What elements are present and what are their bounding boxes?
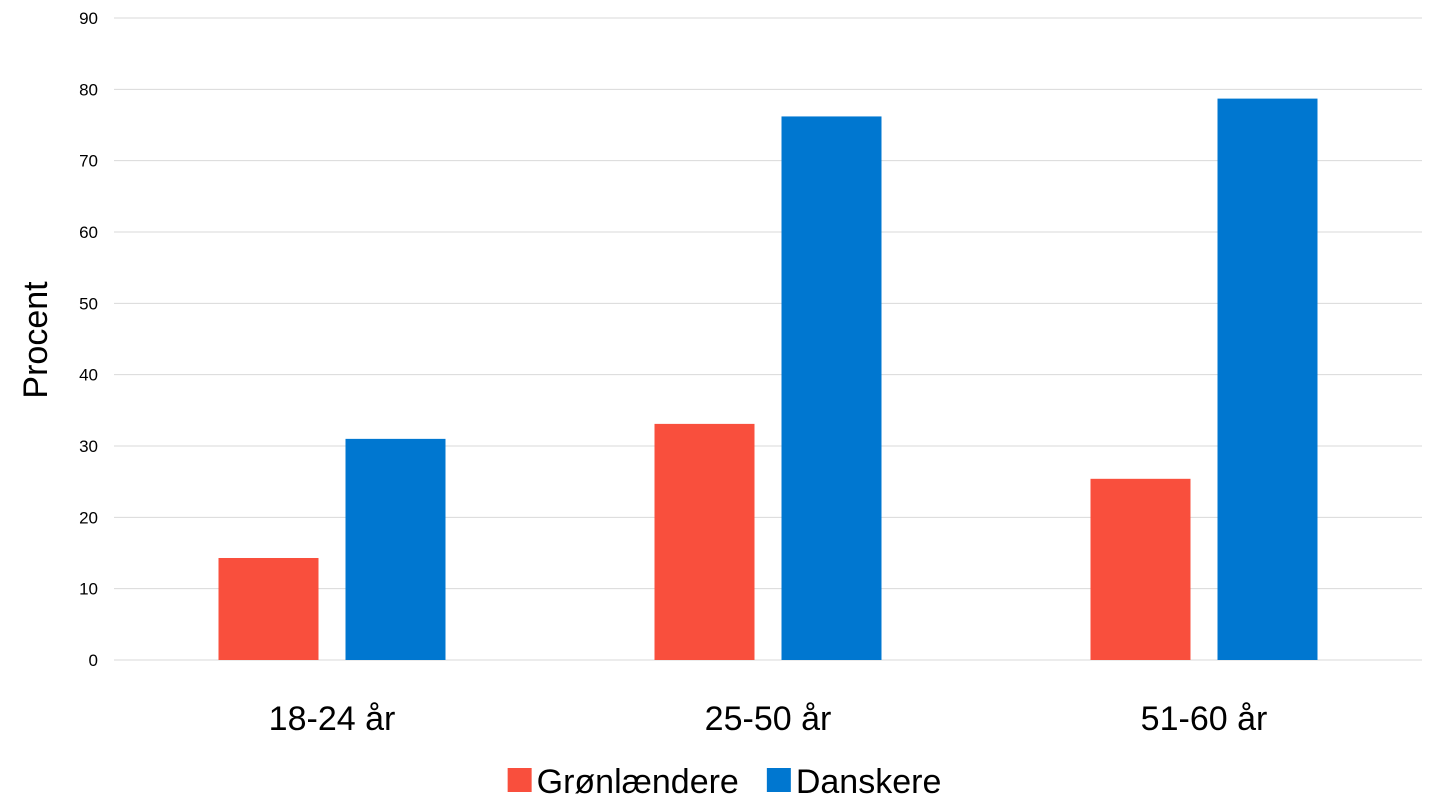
bar-danskere-2 bbox=[781, 116, 882, 660]
x-tick-label: 25-50 år bbox=[705, 700, 832, 738]
legend-label: Grønlændere bbox=[537, 763, 739, 799]
legend-label: Danskere bbox=[796, 763, 942, 799]
y-tick-label: 80 bbox=[79, 80, 98, 99]
x-axis-ticks: 18-24 år 25-50 år 51-60 år bbox=[269, 700, 1268, 738]
y-tick-label: 0 bbox=[89, 651, 98, 670]
y-axis-label: Procent bbox=[17, 281, 55, 399]
y-tick-label: 70 bbox=[79, 152, 98, 171]
bar-grønlændere-2 bbox=[654, 423, 755, 660]
gridlines bbox=[114, 17, 1422, 661]
y-tick-label: 30 bbox=[79, 437, 98, 456]
y-tick-label: 10 bbox=[79, 580, 98, 599]
legend[interactable]: Grønlændere Danskere bbox=[507, 763, 942, 801]
legend-item-danskere[interactable]: Danskere bbox=[766, 763, 942, 801]
y-tick-label: 50 bbox=[79, 294, 98, 313]
bars bbox=[218, 98, 1318, 660]
legend-item-grønlændere[interactable]: Grønlændere bbox=[507, 763, 739, 801]
legend-swatch bbox=[507, 768, 532, 792]
bar-danskere-3 bbox=[1217, 98, 1318, 660]
y-tick-label: 90 bbox=[79, 9, 98, 28]
bar-grønlændere-3 bbox=[1090, 478, 1191, 660]
x-tick-label: 18-24 år bbox=[269, 700, 396, 738]
bar-danskere-1 bbox=[345, 438, 446, 660]
y-tick-label: 40 bbox=[79, 366, 98, 385]
y-axis-ticks: 0 10 20 30 40 50 60 70 80 90 bbox=[79, 9, 98, 670]
x-tick-label: 51-60 år bbox=[1141, 700, 1268, 738]
y-tick-label: 60 bbox=[79, 223, 98, 242]
y-tick-label: 20 bbox=[79, 508, 98, 527]
bar-grønlændere-1 bbox=[218, 557, 319, 660]
legend-swatch bbox=[766, 768, 791, 792]
